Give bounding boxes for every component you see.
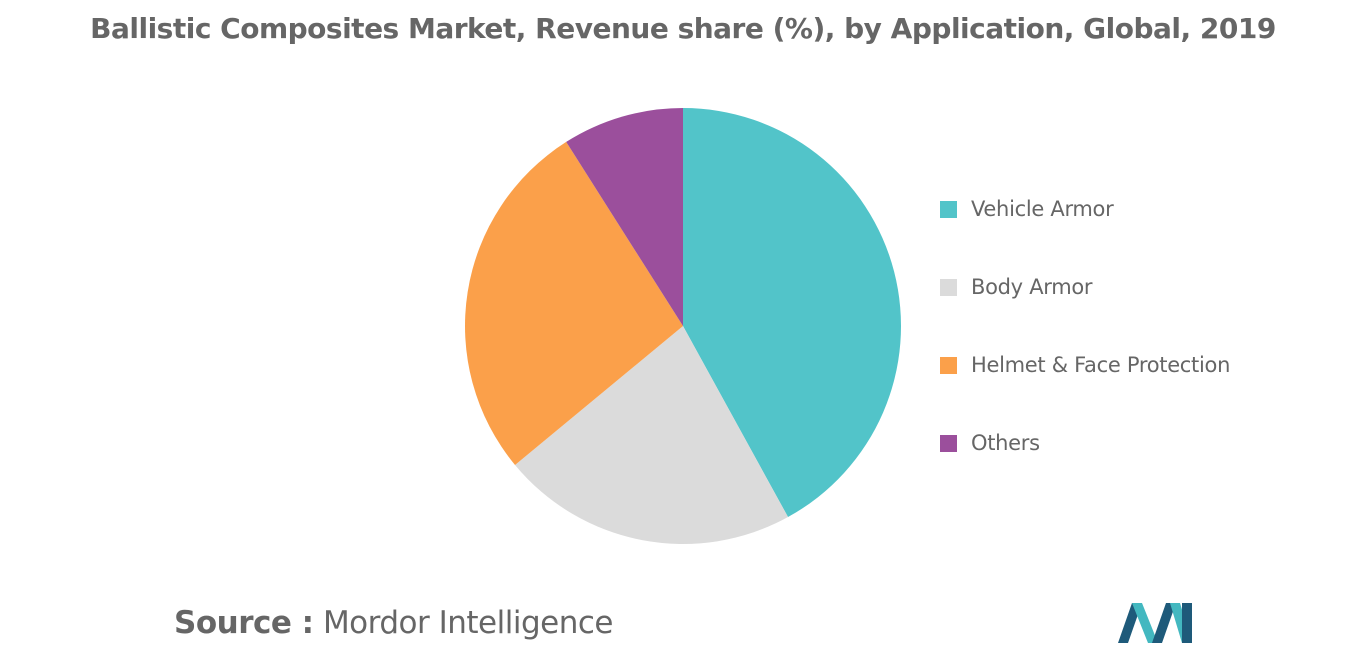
legend-swatch-vehicle-armor — [940, 200, 957, 218]
source-prefix: Source : — [174, 605, 314, 641]
pie-chart-svg — [465, 108, 901, 544]
pie-slice-vehicle-armor — [683, 108, 901, 518]
source-note: Source : Mordor Intelligence — [174, 605, 613, 641]
legend-label-others: Others — [971, 431, 1040, 455]
legend-label-body-armor: Body Armor — [971, 275, 1093, 299]
legend-swatch-body-armor — [940, 278, 957, 296]
source-name: Mordor Intelligence — [322, 605, 614, 641]
pie-slice-helmet-face-protection — [465, 141, 683, 465]
legend-item-vehicle-armor: Vehicle Armor — [940, 192, 1114, 226]
pie-chart — [462, 105, 904, 547]
pie-slice-others — [566, 108, 683, 326]
legend-label-helmet-face-protection: Helmet & Face Protection — [971, 353, 1231, 377]
legend-label-vehicle-armor: Vehicle Armor — [971, 197, 1114, 221]
mordor-intelligence-logo-icon — [1118, 603, 1192, 643]
legend-item-others: Others — [940, 426, 1040, 460]
legend-swatch-helmet-face-protection — [940, 356, 957, 374]
legend-item-body-armor: Body Armor — [940, 270, 1093, 304]
legend-item-helmet-face-protection: Helmet & Face Protection — [940, 348, 1230, 382]
legend-swatch-others — [940, 434, 957, 452]
pie-slice-body-armor — [515, 326, 789, 544]
chart-title: Ballistic Composites Market, Revenue sha… — [90, 12, 1276, 45]
